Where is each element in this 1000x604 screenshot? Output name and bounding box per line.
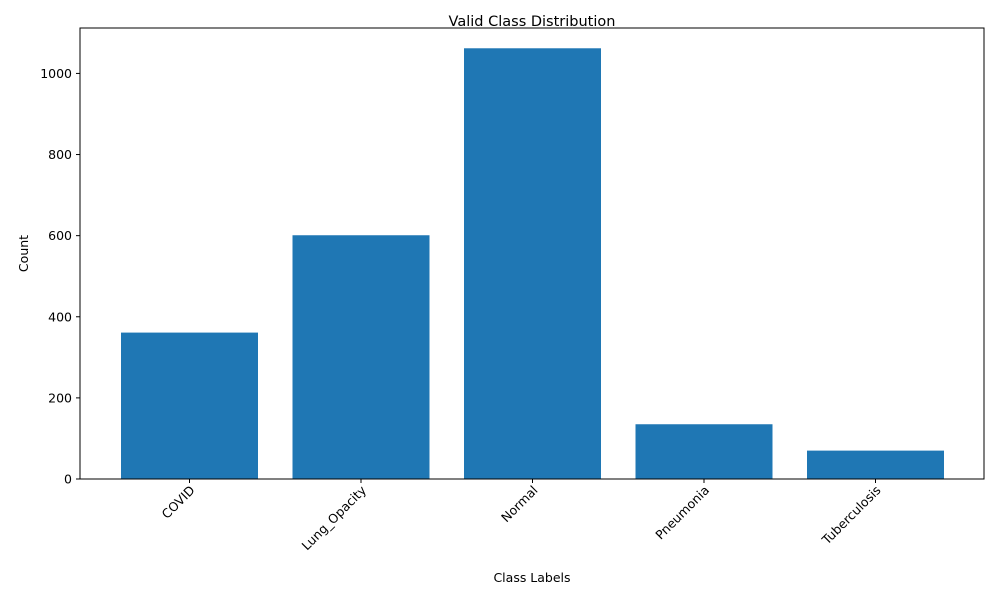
y-tick-label: 400 (48, 309, 72, 324)
bar-normal (464, 48, 601, 479)
y-tick-label: 0 (64, 472, 72, 487)
bars-group (121, 48, 944, 479)
x-axis-label: Class Labels (493, 570, 570, 585)
bar-covid (121, 332, 258, 479)
y-tick-label: 200 (48, 390, 72, 405)
y-axis-ticks: 0 200 400 600 800 1000 (40, 66, 80, 487)
x-tick-label: Tuberculosis (818, 483, 883, 548)
x-axis-ticks: COVID Lung_Opacity Normal Pneumonia Tubercul… (159, 479, 884, 553)
bar-pneumonia (635, 424, 773, 479)
y-tick-label: 600 (48, 228, 72, 243)
x-tick-label: COVID (159, 483, 198, 522)
x-tick-label: Normal (498, 483, 541, 526)
y-axis-label: Count (16, 235, 31, 272)
x-tick-label: Lung_Opacity (299, 482, 370, 553)
x-tick-label: Pneumonia (652, 483, 712, 543)
bar-tuberculosis (807, 450, 944, 479)
y-tick-label: 800 (48, 147, 72, 162)
chart-title: Valid Class Distribution (449, 14, 616, 30)
plot-frame (79, 27, 985, 480)
y-tick-label: 1000 (40, 66, 72, 81)
bar-lung-opacity (292, 235, 430, 479)
